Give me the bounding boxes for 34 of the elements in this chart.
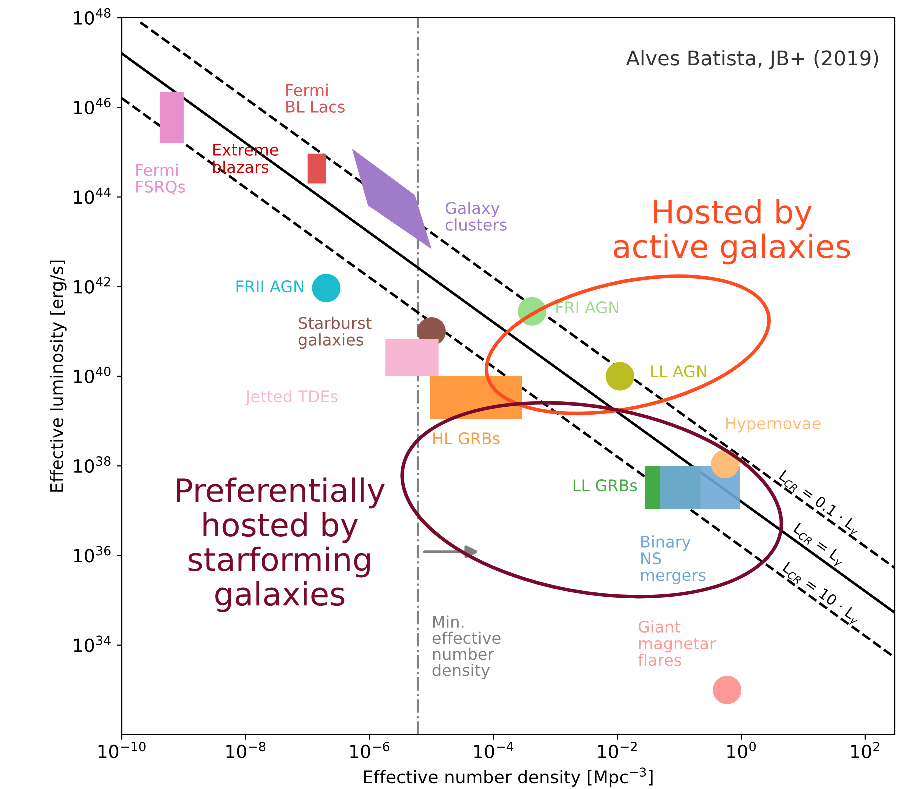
y-axis-title: Effective luminosity [erg/s] (50, 260, 67, 492)
series-label: Hypernovae (726, 418, 821, 433)
x-tick-label: 10$^{−10}$ (98, 742, 146, 759)
series-label: FRII AGN (236, 280, 304, 293)
x-tick-label: 10$^{−2}$ (598, 742, 637, 759)
ref-line-label: Min. effective number density (432, 616, 501, 680)
series-label: Giant magnetar flares (638, 620, 716, 666)
x-tick-label: 10$^{−4}$ (474, 742, 514, 759)
text: Starburst galaxies (298, 316, 372, 350)
y-tick-label: 10$^{46}$ (74, 98, 111, 115)
y-tick-label: 10$^{40}$ (74, 366, 111, 384)
x-tick-label: 10$^{−8}$ (226, 742, 266, 759)
y-tick-label: 10$^{44}$ (74, 188, 111, 204)
annotation: Hosted by active galaxies (614, 199, 850, 265)
y-tick-label: 10$^{48}$ (74, 8, 111, 25)
text: Jetted TDEs (245, 390, 338, 406)
x-axis-title: Effective number density [Mpc$^{−3}$] (364, 768, 653, 788)
series-label: LL AGN (652, 366, 706, 378)
y-tick-label: 10$^{36}$ (74, 546, 111, 563)
annotation: L$_{CR}$ = L$_{γ}$ (794, 522, 842, 570)
x-tick-label: 10$^{0}$ (728, 742, 756, 759)
series-label: HL GRBs (434, 432, 500, 445)
annotation: Alves Batista, JB+ (2019) (626, 50, 878, 70)
series-label: Binary NS mergers (641, 536, 706, 584)
annotation: Preferentially hosted by starforming galaxies (177, 478, 385, 612)
series-label: LL GRBs (574, 480, 638, 492)
y-tick-label: 10$^{34}$ (74, 636, 111, 652)
series-label: Galaxy clusters (446, 202, 507, 231)
text: Fermi BL Lacs (286, 84, 345, 113)
y-tick-label: 10$^{42}$ (74, 277, 110, 294)
series-label: Fermi FSRQs (136, 164, 186, 195)
x-tick-label: 10$^{−6}$ (350, 742, 390, 759)
y-tick-label: 10$^{38}$ (74, 456, 111, 474)
x-tick-label: 10$^{2}$ (852, 742, 880, 759)
